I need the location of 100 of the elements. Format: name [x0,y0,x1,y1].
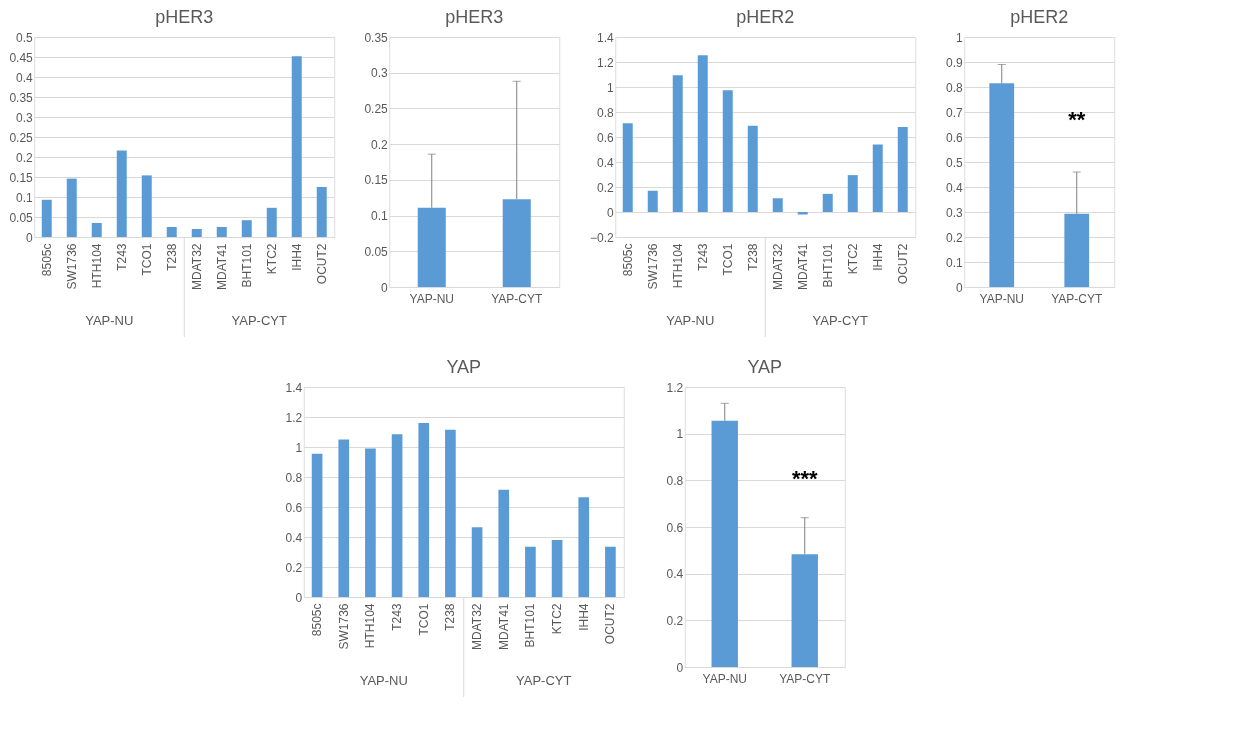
bar [847,175,858,212]
bar [116,150,127,237]
y-tick-label: 0.4 [285,530,303,545]
bar [498,489,510,597]
x-tick-label: HTH104 [89,243,104,289]
y-tick-label: 0.4 [597,155,615,170]
x-tick-label: BHT101 [523,603,538,648]
y-tick-label: 0.1 [16,190,34,205]
bar [316,187,327,237]
y-tick-label: 0.7 [946,105,964,120]
bar [166,227,177,237]
y-tick-label: 0.8 [666,473,684,488]
y-tick-label: 0.4 [16,70,34,85]
x-tick-label: IHH4 [870,243,885,271]
y-tick-label: 0.3 [946,205,964,220]
y-tick-label: 0 [381,280,389,295]
x-tick-label: 8505c [39,243,54,277]
x-tick-label: SW1736 [645,243,660,290]
bar [241,220,252,237]
y-tick-label: 0.8 [946,80,964,95]
y-tick-label: 0.15 [364,173,389,188]
y-tick-label: 0.6 [597,130,615,145]
y-tick-label: 0.6 [946,130,964,145]
y-tick-label: 0.2 [285,560,303,575]
bar [41,199,52,237]
chart-title: pHER2 [1010,7,1069,27]
bar [772,198,783,212]
annotation: ** [1068,106,1086,132]
bar [605,546,616,597]
x-tick-label: T243 [114,243,129,271]
y-tick-label: 1.4 [597,30,615,45]
x-tick-label: SW1736 [64,243,79,290]
x-tick-label: TCO1 [139,243,154,276]
y-tick-label: 0.8 [597,105,615,120]
y-tick-label: 0.25 [9,130,34,145]
x-tick-label: MDAT41 [214,243,229,290]
x-tick-label: 8505c [310,603,325,637]
y-tick-label: 0.2 [666,613,684,628]
bar [872,144,883,212]
x-tick-label: KTC2 [845,243,860,275]
y-tick-label: 0.15 [9,170,34,185]
y-tick-label: 0.4 [946,180,964,195]
text: YAP-NU [85,313,134,328]
y-tick-label: 0.35 [9,90,34,105]
y-tick-label: 0.45 [9,50,34,65]
y-tick-label: 1 [956,30,964,45]
bar [311,453,323,597]
y-tick-label: 0.5 [946,155,964,170]
y-tick-label: 0 [295,590,303,605]
y-tick-label: 1 [295,440,303,455]
x-tick-label: OCUT2 [314,243,329,285]
y-tick-label: 1.2 [597,55,615,70]
y-tick-label: 0.2 [597,180,615,195]
y-tick-label: 0.6 [666,520,684,535]
bar [216,227,227,237]
bar [266,207,277,237]
x-tick-label: HTH104 [363,603,378,649]
text: YAP-CYT [231,313,287,328]
y-tick-label: 0 [676,660,684,675]
x-tick-label: T238 [164,243,179,271]
y-tick-label: 0.1 [946,255,964,270]
bar [722,90,733,212]
chart-title: YAP [446,357,482,377]
bar [578,497,590,597]
y-tick-label: 0.6 [285,500,303,515]
bar [697,55,708,212]
x-tick-label: MDAT41 [795,243,810,290]
x-tick-label: MDAT32 [470,603,485,650]
y-tick-label: 0.2 [946,230,964,245]
chart-title: pHER2 [736,7,795,27]
y-tick-label: 1.4 [285,380,303,395]
annotation: *** [791,466,819,492]
x-tick-label: SW1736 [336,603,351,650]
x-tick-label: T238 [443,603,458,631]
bar [291,56,302,237]
y-tick-label: 1.2 [666,380,684,395]
y-tick-label: 1.2 [285,410,303,425]
chart-title: YAP [747,357,783,377]
x-tick-label: OCUT2 [603,603,618,645]
y-tick-label: 0.35 [364,30,389,45]
y-tick-label: 0.2 [16,150,34,165]
y-tick-label: 0 [26,230,34,245]
x-tick-label: 8505c [620,243,635,277]
bar [91,223,102,237]
y-tick-label: 0.8 [285,470,303,485]
text: YAP-CYT [812,313,868,328]
x-tick-label: MDAT32 [189,243,204,290]
y-tick-label: 0.05 [9,210,34,225]
bar [141,175,152,237]
x-tick-label: TCO1 [416,603,431,636]
chart-title: pHER3 [445,7,504,27]
x-tick-label: T238 [745,243,760,271]
bar [66,178,77,237]
x-tick-label: YAP-CYT [491,291,543,306]
y-tick-label: 0.2 [371,137,389,152]
bar [391,434,403,597]
bar [647,190,658,212]
bar [191,229,202,237]
x-tick-label: BHT101 [239,243,254,288]
x-tick-label: YAP-NU [409,291,454,306]
